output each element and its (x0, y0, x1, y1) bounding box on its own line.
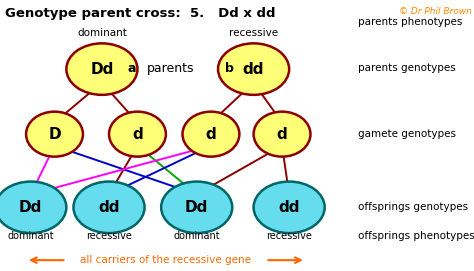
Text: dd: dd (278, 200, 300, 215)
Ellipse shape (73, 182, 145, 233)
Ellipse shape (254, 112, 310, 157)
Ellipse shape (254, 182, 325, 233)
Text: dd: dd (98, 200, 120, 215)
Ellipse shape (218, 43, 289, 95)
Text: all carriers of the recessive gene: all carriers of the recessive gene (81, 255, 251, 265)
Ellipse shape (161, 182, 232, 233)
Text: Genotype parent cross:  5.   Dd x dd: Genotype parent cross: 5. Dd x dd (5, 7, 275, 20)
Text: dominant: dominant (173, 231, 220, 241)
Text: d: d (132, 127, 143, 142)
Text: parents: parents (147, 62, 194, 75)
Text: dd: dd (243, 62, 264, 77)
Text: gamete genotypes: gamete genotypes (358, 129, 456, 139)
Text: © Dr Phil Brown: © Dr Phil Brown (399, 7, 472, 16)
Text: d: d (277, 127, 287, 142)
Ellipse shape (26, 112, 83, 157)
Ellipse shape (109, 112, 166, 157)
Text: b: b (225, 62, 234, 75)
Text: dominant: dominant (8, 231, 54, 241)
Text: parents phenotypes: parents phenotypes (358, 17, 462, 27)
Text: dominant: dominant (77, 28, 127, 37)
Ellipse shape (0, 182, 66, 233)
Text: d: d (206, 127, 216, 142)
Text: recessive: recessive (229, 28, 278, 37)
Text: recessive: recessive (86, 231, 132, 241)
Text: Dd: Dd (90, 62, 114, 77)
Text: parents genotypes: parents genotypes (358, 63, 456, 73)
Text: a: a (128, 62, 137, 75)
Text: offsprings phenotypes: offsprings phenotypes (358, 231, 474, 241)
Text: Dd: Dd (19, 200, 43, 215)
Text: D: D (48, 127, 61, 142)
Text: Dd: Dd (185, 200, 209, 215)
Text: recessive: recessive (266, 231, 312, 241)
Text: offsprings genotypes: offsprings genotypes (358, 202, 468, 212)
Ellipse shape (182, 112, 239, 157)
Ellipse shape (66, 43, 137, 95)
